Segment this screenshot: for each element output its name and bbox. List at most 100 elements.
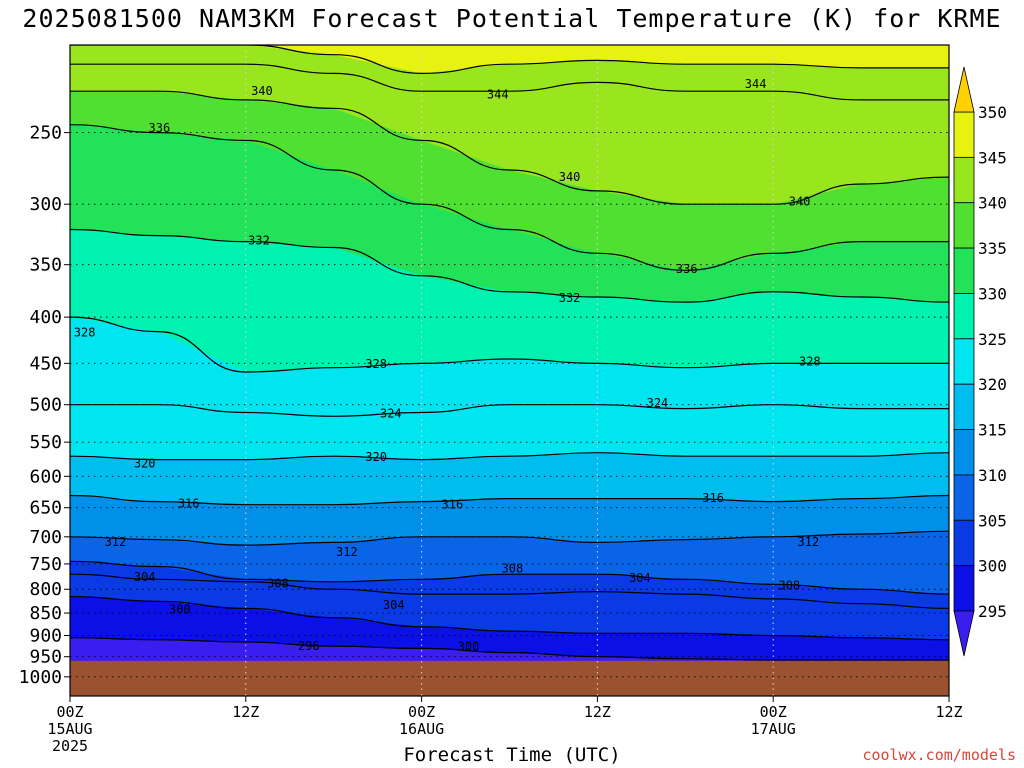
- colorbar-label-300: 300: [978, 557, 1007, 576]
- contour-label-332: 332: [559, 291, 581, 305]
- contour-label-304: 304: [629, 571, 651, 585]
- y-tick-label-450: 450: [29, 353, 62, 374]
- isentrope-344: [70, 63, 949, 101]
- colorbar-box-300: [953, 565, 975, 612]
- colorbar-label-325: 325: [978, 330, 1007, 349]
- colorbar-bottom-arrow: [953, 610, 975, 657]
- x-tick-label-24-0: 00Z: [408, 703, 435, 721]
- isentrope-308: [70, 560, 949, 595]
- isentrope-332: [70, 228, 949, 303]
- contour-label-296: 296: [298, 639, 320, 653]
- y-tick-label-400: 400: [29, 307, 62, 328]
- contour-label-336: 336: [676, 262, 698, 276]
- isentrope-296: [70, 637, 949, 661]
- isentrope-316: [70, 494, 949, 506]
- colorbar-box-340: [953, 202, 975, 249]
- contour-label-336: 336: [149, 121, 171, 135]
- contour-label-320: 320: [365, 450, 387, 464]
- x-tick-label-0-2: 2025: [52, 737, 88, 755]
- isentrope-324: [70, 404, 949, 417]
- contour-label-340: 340: [251, 84, 273, 98]
- contour-label-344: 344: [487, 88, 509, 102]
- x-tick-label-48-1: 17AUG: [751, 720, 796, 738]
- isentrope-304: [70, 573, 949, 609]
- colorbar-label-310: 310: [978, 466, 1007, 485]
- y-tick-label-250: 250: [29, 123, 62, 144]
- y-tick-label-550: 550: [29, 432, 62, 453]
- y-tick-label-600: 600: [29, 466, 62, 487]
- y-tick-label-750: 750: [29, 554, 62, 575]
- x-tick-label-48-0: 00Z: [760, 703, 787, 721]
- y-tick-label-950: 950: [29, 647, 62, 668]
- contour-label-312: 312: [336, 545, 358, 559]
- contour-label-316: 316: [178, 496, 200, 510]
- isentrope-340: [70, 90, 949, 205]
- colorbar: 350 345 340 335 330 325 320 315 310 305 300 295: [953, 66, 1007, 657]
- colorbar-label-340: 340: [978, 194, 1007, 213]
- y-tick-label-650: 650: [29, 498, 62, 519]
- colorbar-label-330: 330: [978, 284, 1007, 303]
- y-tick-label-350: 350: [29, 255, 62, 276]
- colorbar-box-345: [953, 156, 975, 204]
- isentrope-348: [70, 45, 949, 75]
- colorbar-box-330: [953, 293, 975, 340]
- contour-label-304: 304: [134, 570, 156, 584]
- contour-labels: 296 300 300 304 304 304 308 308 308 312 312 312 316 3…: [74, 77, 821, 653]
- colorbar-label-305: 305: [978, 511, 1007, 530]
- band-348: [70, 45, 949, 74]
- colorbar-box-310: [953, 474, 975, 521]
- contour-label-308: 308: [778, 578, 800, 592]
- potential-temperature-fill: [70, 45, 949, 696]
- colorbar-label-295: 295: [978, 602, 1007, 621]
- y-tick-label-900: 900: [29, 625, 62, 646]
- colorbar-label-320: 320: [978, 375, 1007, 394]
- isentrope-336: [70, 124, 949, 271]
- isentrope-328: [70, 316, 949, 373]
- isentrope-contours: [70, 45, 949, 661]
- x-tick-label-60-0: 12Z: [935, 703, 962, 721]
- contour-label-308: 308: [502, 562, 524, 576]
- contour-label-328: 328: [365, 357, 387, 371]
- y-tick-label-850: 850: [29, 603, 62, 624]
- isentrope-320: [70, 452, 949, 461]
- contour-label-332: 332: [248, 233, 270, 247]
- contour-label-312: 312: [105, 535, 127, 549]
- isentrope-312: [70, 530, 949, 546]
- x-tick-label-12-0: 12Z: [232, 703, 259, 721]
- contour-label-328: 328: [799, 355, 821, 369]
- colorbar-label-345: 345: [978, 148, 1007, 167]
- colorbar-top-arrow: [953, 66, 975, 113]
- contour-label-308: 308: [267, 576, 289, 590]
- contour-label-300: 300: [169, 602, 191, 616]
- colorbar-box-305: [953, 519, 975, 567]
- contour-label-324: 324: [380, 406, 402, 420]
- contour-label-340: 340: [559, 170, 581, 184]
- contour-label-320: 320: [134, 457, 156, 471]
- contour-label-340: 340: [789, 195, 811, 209]
- isentrope-300: [70, 595, 949, 641]
- contour-label-316: 316: [442, 498, 464, 512]
- colorbar-box-335: [953, 247, 975, 294]
- contour-label-312: 312: [798, 535, 820, 549]
- y-tick-label-300: 300: [29, 194, 62, 215]
- contour-label-328: 328: [74, 326, 96, 340]
- x-tick-label-36-0: 12Z: [584, 703, 611, 721]
- credit-text: coolwx.com/models: [862, 746, 1016, 764]
- colorbar-box-320: [953, 383, 975, 430]
- x-tick-label-0-1: 15AUG: [47, 720, 92, 738]
- contour-label-344: 344: [745, 77, 767, 91]
- colorbar-box-315: [953, 429, 975, 476]
- x-axis-title: Forecast Time (UTC): [403, 744, 621, 766]
- chart-title: 2025081500 NAM3KM Forecast Potential Tem…: [22, 4, 1002, 33]
- contour-label-324: 324: [647, 396, 669, 410]
- y-tick-label-700: 700: [29, 527, 62, 548]
- colorbar-box-350: [953, 111, 975, 158]
- y-axis: 2503003504004505005506006507007508008509…: [19, 123, 70, 688]
- y-tick-label-500: 500: [29, 395, 62, 416]
- y-tick-label-1000: 1000: [19, 667, 62, 688]
- colorbar-label-350: 350: [978, 103, 1007, 122]
- y-tick-label-800: 800: [29, 579, 62, 600]
- contour-label-300: 300: [458, 640, 480, 654]
- terrain-surface: [70, 660, 949, 696]
